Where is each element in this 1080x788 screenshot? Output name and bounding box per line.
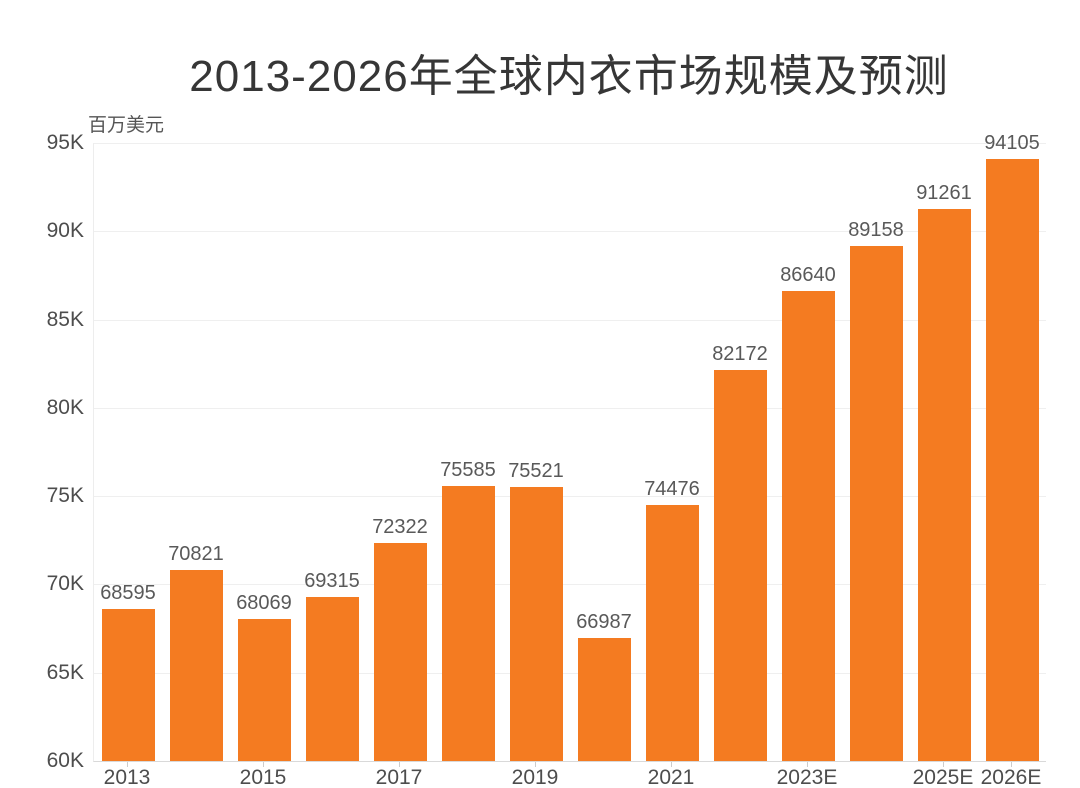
bar-2026E[interactable] [985,158,1039,761]
gridline-85K [94,319,1046,321]
bar-value-label-2025E: 91261 [916,182,972,205]
x-tick-mark-2019 [535,762,536,767]
x-tick-label-2019: 2019 [511,766,559,788]
bar-value-label-2024E: 89158 [848,219,904,242]
x-tick-mark-2025E [943,762,944,767]
bar-2024E[interactable] [849,246,903,761]
y-tick-label-75K: 75K [46,484,84,508]
gridline-65K [94,672,1046,674]
x-tick-label-2017: 2017 [375,766,423,788]
y-tick-label-70K: 70K [46,572,84,596]
plot-area: 68595 70821 68069 69315 72322 75585 75521 66987… [93,132,1046,762]
chart-title: 2013-2026年全球内衣市场规模及预测 [189,52,949,101]
x-tick-label-2015: 2015 [239,766,287,788]
bar-2020[interactable] [577,637,631,761]
x-tick-mark-2017 [399,762,400,767]
bar-2014[interactable] [169,569,223,761]
bar-value-label-2017: 72322 [372,516,428,539]
y-tick-label-90K: 90K [46,219,84,243]
bar-2013[interactable] [101,609,155,761]
bar-value-label-2016: 69315 [304,569,360,592]
bar-2021[interactable] [645,505,699,761]
bar-2017[interactable] [373,543,427,761]
bar-value-label-2014: 70821 [168,542,224,565]
x-tick-label-2023E: 2023E [776,766,838,788]
x-tick-label-2021: 2021 [647,766,695,788]
x-tick-mark-2023E [807,762,808,767]
bar-value-label-2019: 75521 [508,459,564,482]
bar-2023E[interactable] [781,290,835,761]
bar-value-label-2021: 74476 [644,478,700,501]
bar-value-label-2026E: 94105 [984,131,1040,154]
x-tick-label-2026E: 2026E [980,766,1042,788]
x-tick-mark-2026E [1011,762,1012,767]
y-tick-label-80K: 80K [46,395,84,419]
bar-value-label-2020: 66987 [576,610,632,633]
gridline-80K [94,407,1046,409]
y-tick-label-85K: 85K [46,307,84,331]
x-tick-label-2025E: 2025E [912,766,974,788]
bar-2016[interactable] [305,596,359,761]
bar-2015[interactable] [237,618,291,761]
x-tick-mark-2021 [671,762,672,767]
bar-value-label-2015: 68069 [236,591,292,614]
x-tick-label-2013: 2013 [103,766,151,788]
gridline-75K [94,496,1046,498]
gridline-95K [94,143,1046,144]
x-tick-mark-2015 [263,762,264,767]
y-tick-label-60K: 60K [46,749,84,772]
bar-value-label-2023E: 86640 [780,263,836,286]
x-tick-mark-2013 [127,762,128,767]
bar-2019[interactable] [509,486,563,761]
gridline-90K [94,231,1046,233]
y-tick-label-95K: 95K [46,131,84,154]
y-axis-unit-label: 百万美元 [88,115,165,136]
bar-value-label-2018: 75585 [440,458,496,481]
gridline-70K [94,584,1046,586]
y-tick-label-65K: 65K [46,660,84,684]
bar-value-label-2013: 68595 [100,582,156,605]
bar-2025E[interactable] [917,209,971,761]
bar-value-label-2022: 82172 [712,342,768,365]
bar-2022[interactable] [713,369,767,761]
bar-2018[interactable] [441,485,495,761]
